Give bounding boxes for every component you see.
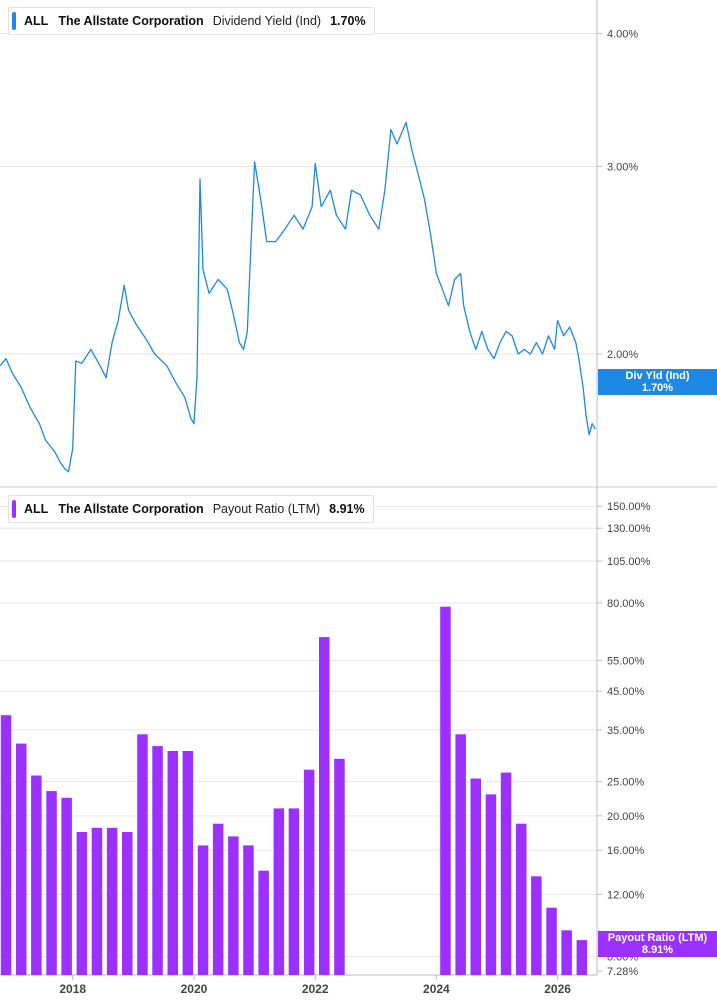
payout-bar (516, 823, 527, 975)
payout-bar (137, 734, 148, 975)
payout-bar (182, 751, 194, 975)
y-tick-label: 105.00% (607, 556, 651, 568)
x-tick-label: 2018 (59, 982, 86, 996)
dividend-yield-value-tag: Div Yld (Ind) 1.70% (598, 369, 717, 395)
y-tick-label: 16.00% (607, 845, 645, 857)
y-tick-label: 3.00% (607, 161, 638, 173)
payout-bar (334, 758, 345, 975)
dividend-yield-legend[interactable]: ALL The Allstate Corporation Dividend Yi… (8, 7, 375, 35)
payout-bar (258, 870, 269, 975)
metric-value: 8.91% (329, 502, 365, 516)
payout-bar (531, 876, 542, 975)
y-tick-label: 80.00% (607, 598, 645, 610)
payout-bar (485, 794, 497, 975)
y-tick-label: 20.00% (607, 811, 645, 823)
payout-bar (0, 715, 12, 975)
payout-bar (31, 775, 42, 975)
payout-bar (152, 746, 163, 975)
tag-label: Payout Ratio (LTM) (607, 932, 708, 944)
payout-bar (576, 940, 588, 975)
payout-ratio-value-tag: Payout Ratio (LTM) 8.91% (598, 931, 717, 957)
metric-value: 1.70% (330, 14, 366, 28)
tag-value: 1.70% (641, 382, 674, 394)
payout-bar (288, 808, 300, 975)
time-axis-labels: 2018 2020 2022 2024 2026 (59, 975, 571, 996)
top-grid (0, 32, 597, 355)
payout-bar (455, 734, 466, 975)
x-tick-label: 2022 (302, 982, 329, 996)
y-tick-label: 2.00% (607, 349, 638, 361)
y-tick-label: 55.00% (607, 655, 645, 667)
payout-bar (228, 836, 239, 975)
ticker-label: ALL (24, 14, 49, 28)
y-tick-label: 7.28% (607, 966, 638, 978)
y-tick-label: 45.00% (607, 686, 645, 698)
x-tick-label: 2020 (181, 982, 208, 996)
payout-bar (91, 827, 103, 975)
payout-bar (46, 791, 57, 975)
y-tick-label: 150.00% (607, 501, 651, 513)
payout-bar (470, 778, 481, 975)
top-axis-labels: 4.00% 3.00% 2.00% (597, 28, 638, 361)
payout-bar (106, 827, 118, 975)
payout-bar (167, 751, 178, 975)
payout-bar (197, 845, 209, 975)
payout-bar (561, 930, 572, 975)
y-tick-label: 4.00% (607, 28, 638, 40)
series-color-swatch (12, 500, 16, 518)
y-tick-label: 130.00% (607, 523, 651, 535)
payout-bar (546, 907, 557, 975)
y-tick-label: 12.00% (607, 889, 645, 901)
tag-label: Div Yld (Ind) (625, 370, 690, 382)
metric-name: Payout Ratio (LTM) (212, 502, 321, 516)
payout-bar (243, 845, 254, 975)
company-name: The Allstate Corporation (58, 502, 204, 516)
payout-bar (440, 606, 451, 975)
payout-bar (16, 743, 27, 975)
payout-bars (0, 606, 588, 975)
bottom-axis-labels: 150.00% 130.00% 105.00% 80.00% 55.00% 45.00% 3… (597, 501, 651, 978)
y-tick-label: 35.00% (607, 725, 645, 737)
payout-bar (61, 797, 72, 975)
x-tick-label: 2024 (423, 982, 450, 996)
payout-ratio-legend[interactable]: ALL The Allstate Corporation Payout Rati… (8, 495, 374, 523)
payout-bar (319, 637, 330, 975)
payout-bar (273, 808, 285, 975)
ticker-label: ALL (24, 502, 49, 516)
company-name: The Allstate Corporation (58, 14, 204, 28)
payout-bar (303, 769, 315, 975)
dividend-yield-line (0, 121, 596, 473)
payout-bar (500, 772, 512, 975)
payout-bar (122, 832, 133, 975)
payout-bar (76, 832, 88, 975)
metric-name: Dividend Yield (Ind) (212, 14, 322, 28)
series-color-swatch (12, 12, 16, 30)
payout-bar (212, 823, 224, 975)
tag-value: 8.91% (641, 944, 674, 956)
y-tick-label: 25.00% (607, 777, 645, 789)
x-tick-label: 2026 (544, 982, 571, 996)
